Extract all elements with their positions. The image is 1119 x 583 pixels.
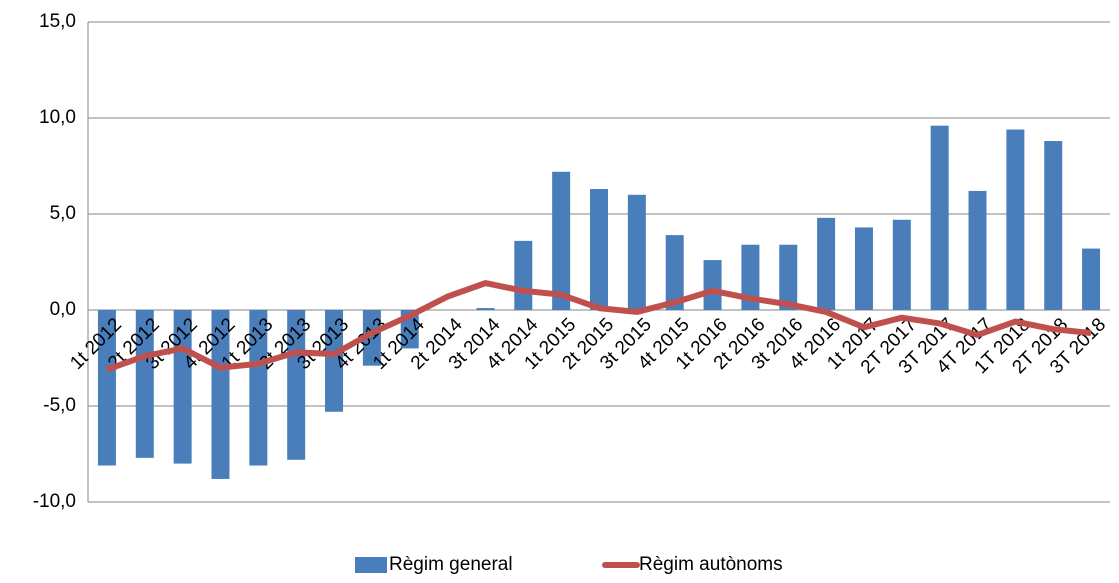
bar — [703, 260, 722, 310]
bar — [211, 310, 230, 479]
bar — [552, 171, 571, 310]
bar — [476, 308, 495, 310]
bar — [854, 227, 873, 310]
y-tick-label: -5,0 — [43, 395, 76, 416]
bar — [249, 310, 268, 466]
bar — [362, 310, 381, 366]
legend-swatch — [355, 557, 387, 573]
bar — [892, 219, 911, 310]
y-tick-label: 5,0 — [50, 203, 76, 224]
legend-label: Règim autònoms — [639, 554, 783, 575]
y-tick-label: 10,0 — [39, 107, 76, 128]
bar — [968, 190, 987, 310]
bar — [1044, 141, 1063, 310]
bar — [627, 194, 646, 310]
bar — [97, 310, 116, 466]
bar — [135, 310, 154, 458]
bar — [930, 125, 949, 311]
y-tick-label: -10,0 — [33, 491, 76, 512]
bar — [779, 244, 798, 310]
bar — [514, 240, 533, 310]
bar — [287, 310, 306, 460]
bar — [1006, 129, 1025, 310]
bar — [325, 310, 344, 412]
bar — [741, 244, 760, 310]
bar — [665, 235, 684, 310]
legend-label: Règim general — [389, 554, 513, 575]
bar — [590, 189, 608, 310]
bar — [1082, 248, 1101, 310]
bar — [817, 217, 836, 310]
line — [105, 280, 1092, 373]
y-tick-label: 15,0 — [39, 11, 76, 32]
y-tick-label: 0,0 — [50, 299, 76, 320]
